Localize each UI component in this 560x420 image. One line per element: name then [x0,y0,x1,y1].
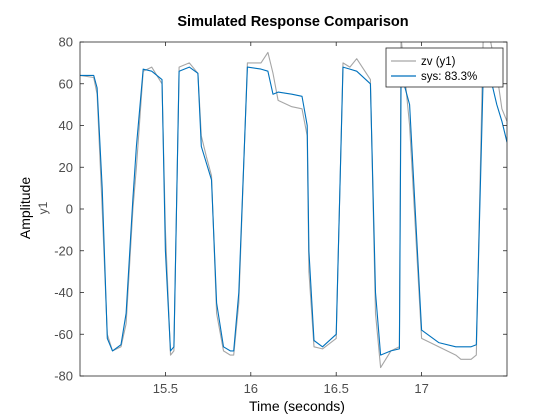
plot-area [80,42,507,376]
y-channel-label: y1 [36,201,50,214]
x-tick-label: 17 [414,381,428,396]
y-tick-label: 80 [59,35,73,50]
y-axis-label: Amplitude [17,177,33,239]
y-tick-label: 40 [59,118,73,133]
y-tick-label: -20 [54,243,73,258]
x-tick-label: 16.5 [324,381,349,396]
legend-box [385,47,504,88]
x-tick-label: 16 [244,381,258,396]
axes: 15.5 16 16.5 17 -80 -60 -40 -20 0 20 40 60 80 [54,35,508,396]
y-tick-label: 0 [66,202,73,217]
x-axis-label: Time (seconds) [249,398,345,414]
x-tick-label: 15.5 [153,381,178,396]
series-line-sys [80,66,507,356]
y-tick-label: -40 [54,285,73,300]
y-tick-label: -80 [54,369,73,384]
chart-title: Simulated Response Comparison [177,14,408,30]
legend: zv (y1) sys: 83.3% [385,47,504,88]
y-tick-label: 20 [59,160,73,175]
legend-label-sys: sys: 83.3% [421,71,477,83]
y-tick-label: 60 [59,76,73,91]
legend-label-zv: zv (y1) [421,56,456,68]
y-tick-label: -60 [54,327,73,342]
